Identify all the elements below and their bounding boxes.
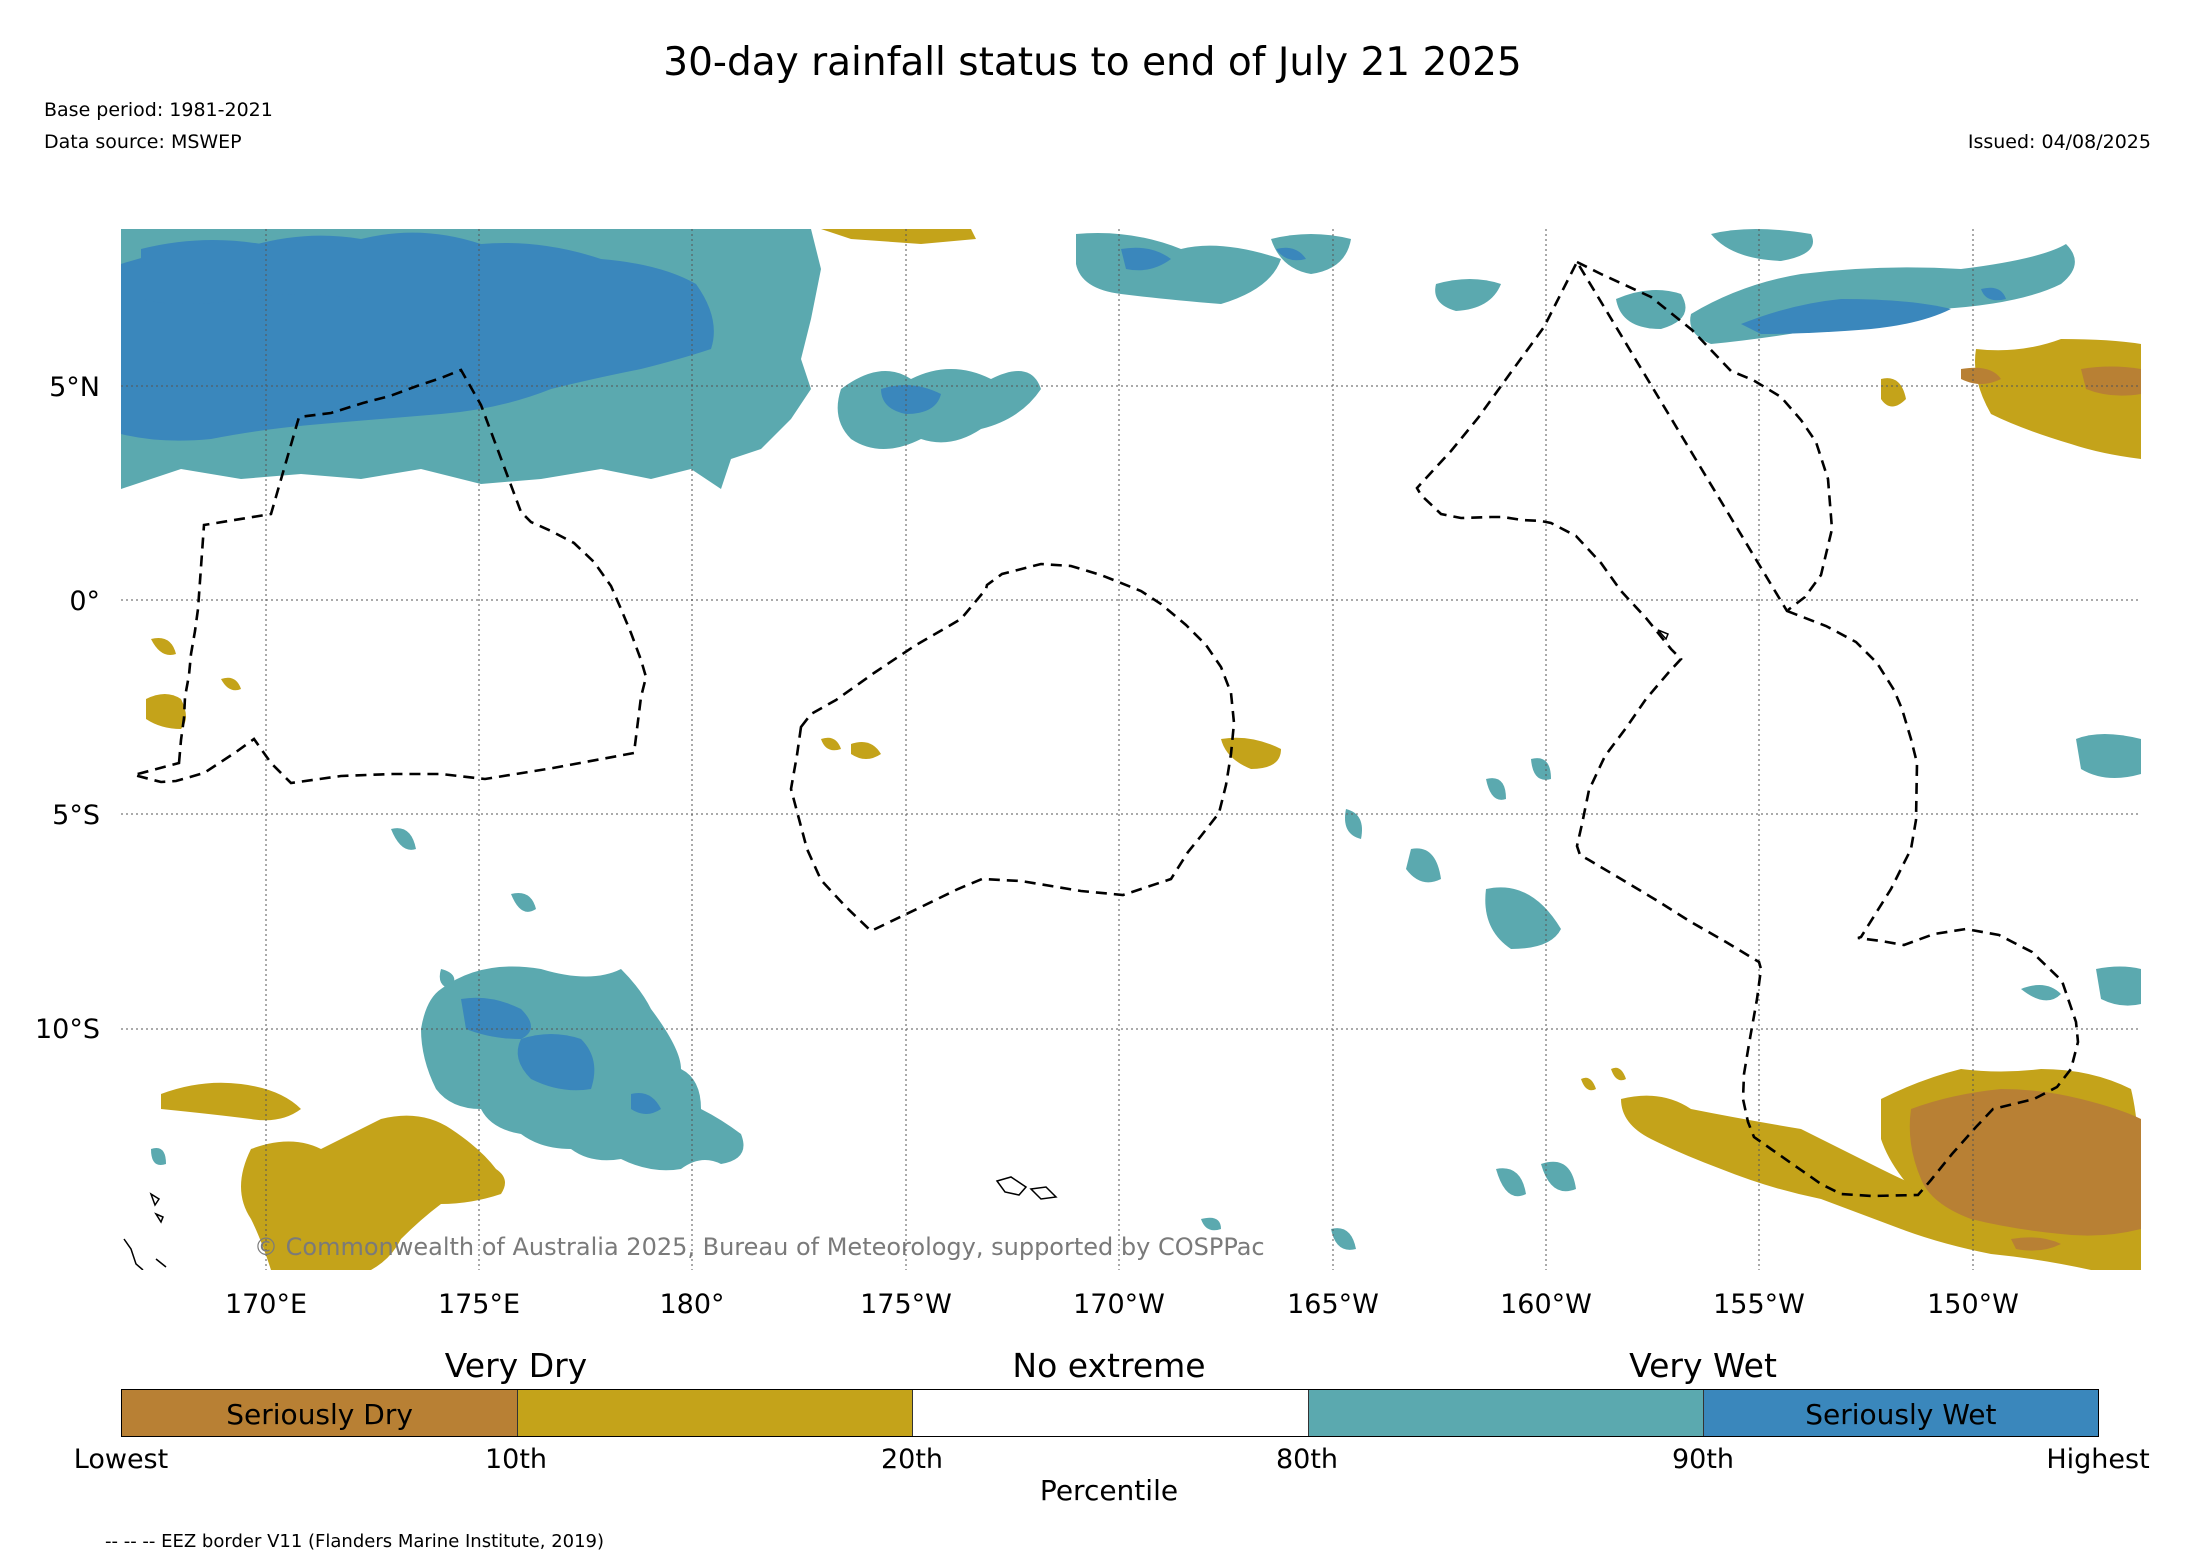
colorbar-no-extreme [912,1390,1308,1436]
issued-date: Issued: 04/08/2025 [1967,131,2151,153]
legend-category-very-dry: Very Dry [444,1346,588,1385]
legend-category-very-wet: Very Wet [1629,1346,1777,1385]
data-source: Data source: MSWEP [44,131,242,153]
lat-label-0: 0° [69,586,100,617]
percentile-colorbar: Seriously Dry Seriously Wet [121,1389,2099,1437]
rainfall-map [121,229,2141,1270]
lat-label-10s: 10°S [35,1014,100,1045]
tick-highest: Highest [2046,1444,2150,1475]
lon-label-160w: 160°W [1500,1289,1592,1320]
graticule [121,229,2141,1270]
colorbar-seriously-dry: Seriously Dry [122,1390,518,1436]
copyright-notice: © Commonwealth of Australia 2025, Bureau… [254,1233,1265,1261]
percentile-axis-label: Percentile [1039,1474,1179,1507]
lat-label-5n: 5°N [49,372,100,403]
tick-90th: 90th [1671,1444,1735,1475]
colorbar-seriously-wet: Seriously Wet [1702,1390,2098,1436]
lon-label-170w: 170°W [1073,1289,1165,1320]
lon-label-150w: 150°W [1927,1289,2019,1320]
lon-label-175w: 175°W [860,1289,952,1320]
map-title: 30-day rainfall status to end of July 21… [663,40,1522,85]
seriously-dry-regions [1909,366,2141,1251]
tick-20th: 20th [880,1444,944,1475]
lon-label-175e: 175°E [437,1289,521,1320]
legend-category-no-extreme: No extreme [1012,1346,1206,1385]
tick-10th: 10th [484,1444,548,1475]
tick-80th: 80th [1275,1444,1339,1475]
lon-label-170e: 170°E [224,1289,308,1320]
seriously-wet-regions [121,232,2006,1114]
lon-label-180: 180° [659,1289,725,1320]
lat-label-5s: 5°S [52,800,100,831]
colorbar-label-seriously-wet: Seriously Wet [1805,1398,1997,1431]
base-period: Base period: 1981-2021 [44,99,273,121]
eez-border-note: -- -- -- EEZ border V11 (Flanders Marine… [105,1531,605,1552]
lon-label-155w: 155°W [1713,1289,1805,1320]
colorbar-very-dry [517,1390,913,1436]
tick-lowest: Lowest [73,1444,169,1475]
island-outlines [123,629,1669,1270]
colorbar-very-wet [1307,1390,1703,1436]
colorbar-label-seriously-dry: Seriously Dry [226,1398,413,1431]
eez-borders [128,259,2080,1198]
lon-label-165w: 165°W [1287,1289,1379,1320]
